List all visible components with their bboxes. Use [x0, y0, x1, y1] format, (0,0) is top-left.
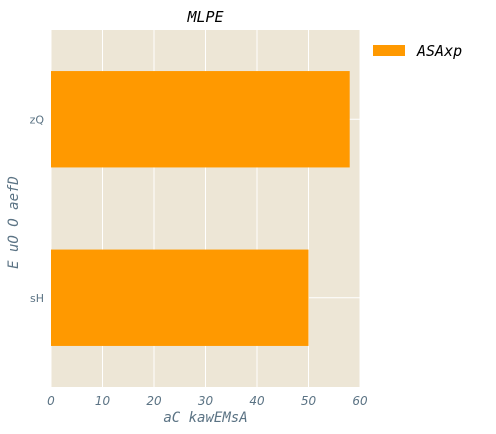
bar-sH	[51, 249, 309, 346]
y-category-label: sH	[30, 292, 44, 305]
x-axis-label: aC kawEMsA	[163, 410, 247, 426]
x-tick-label: 50	[301, 394, 317, 408]
legend: ASAxp	[373, 42, 462, 60]
chart-title: MLPE	[186, 8, 223, 26]
legend-swatch	[373, 45, 405, 56]
legend-label: ASAxp	[416, 42, 462, 60]
x-tick-label: 20	[146, 394, 162, 408]
x-tick-label: 60	[352, 394, 368, 408]
bar-zQ	[51, 71, 350, 168]
bar-series	[51, 71, 350, 346]
x-axis-ticks: 0 10 20 30 40 50 60	[47, 394, 368, 408]
x-tick-label: 0	[47, 394, 55, 408]
x-tick-label: 10	[95, 394, 111, 408]
y-axis-categories: zQ sH	[30, 113, 45, 305]
y-axis-label: E uO O aefD	[6, 176, 22, 269]
y-category-label: zQ	[30, 113, 45, 126]
x-tick-label: 30	[198, 394, 214, 408]
x-tick-label: 40	[249, 394, 265, 408]
